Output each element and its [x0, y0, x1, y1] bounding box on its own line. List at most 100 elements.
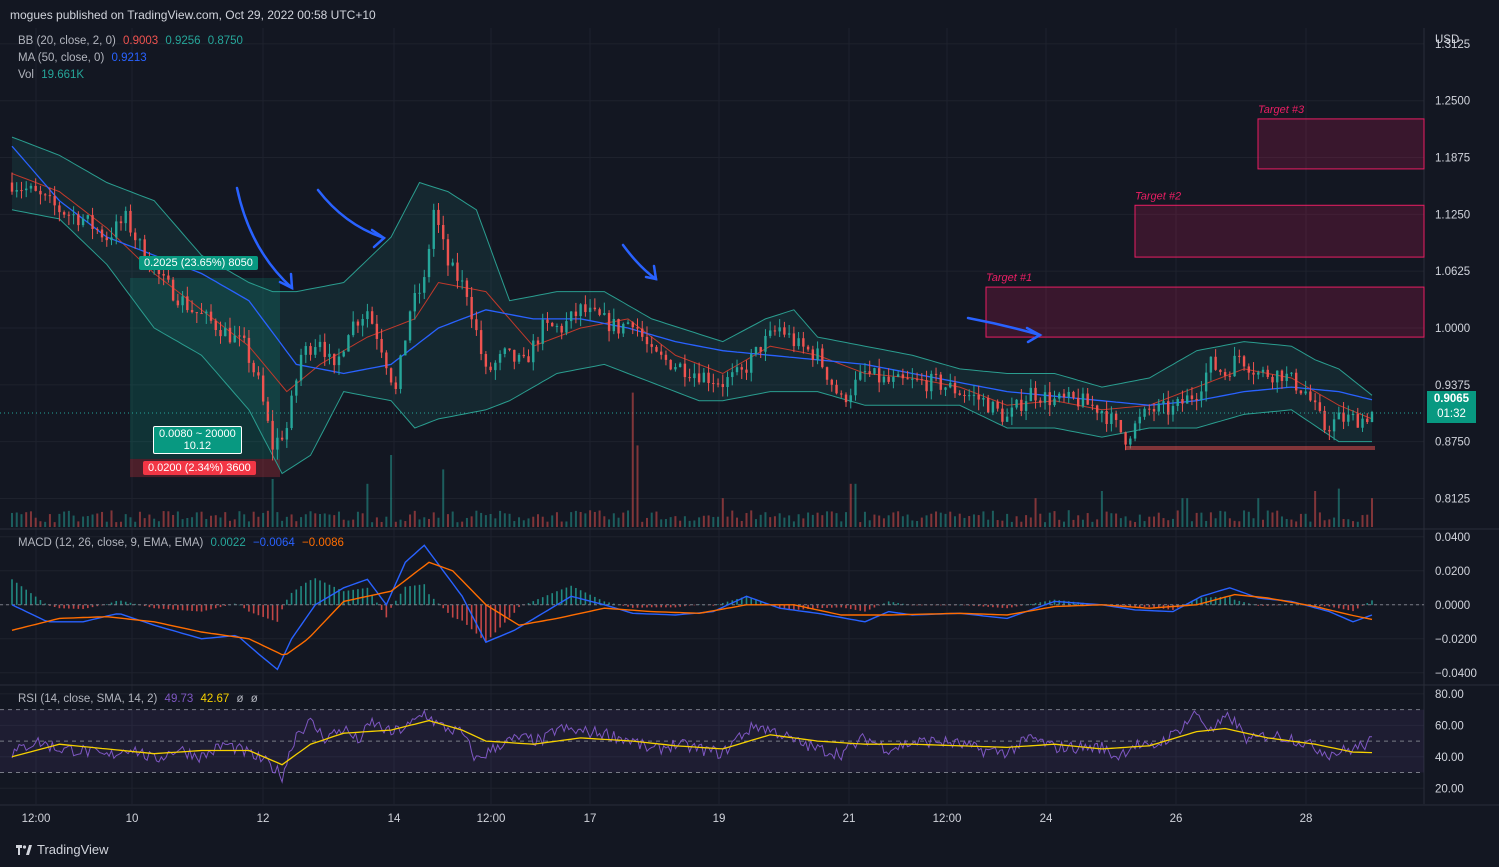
candle: [62, 212, 66, 215]
candle: [465, 280, 469, 297]
candle: [844, 394, 848, 403]
candle: [1285, 373, 1288, 381]
candle: [1010, 407, 1014, 417]
candle: [1190, 395, 1194, 399]
volume-bar: [826, 511, 829, 527]
candle: [1024, 401, 1028, 411]
candle: [257, 372, 260, 376]
volume-bar: [1309, 521, 1312, 527]
volume-bar: [1091, 521, 1094, 527]
macd-hist-bar: [944, 604, 947, 606]
volume-bar: [660, 519, 663, 527]
volume-bar: [214, 515, 217, 527]
macd-hist-bar: [1233, 599, 1236, 605]
volume-bar: [859, 522, 862, 527]
macd-hist-bar: [636, 604, 639, 608]
candle: [475, 319, 478, 331]
candle: [574, 311, 578, 317]
volume-bar: [67, 510, 70, 527]
entry-label[interactable]: 0.0080 ~ 20000 10.12: [153, 426, 242, 454]
volume-bar: [1115, 513, 1118, 527]
candle: [39, 190, 42, 195]
macd-hist-bar: [186, 604, 189, 611]
candle: [1290, 372, 1293, 374]
macd-hist-bar: [854, 604, 857, 610]
volume-bar: [939, 512, 942, 527]
macd-hist-bar: [527, 603, 530, 605]
volume-bar: [423, 517, 426, 527]
macd-legend[interactable]: MACD (12, 26, close, 9, EMA, EMA) 0.0022…: [18, 537, 348, 549]
macd-hist-bar: [238, 604, 241, 606]
annotation-arrowhead: [370, 228, 387, 249]
macd-hist-bar: [726, 601, 729, 605]
macd-hist-bar: [1015, 604, 1018, 607]
candle: [1266, 369, 1269, 377]
volume-bar: [494, 518, 497, 527]
macd-hist-bar: [821, 604, 824, 609]
candle: [958, 393, 961, 395]
candle: [176, 300, 180, 306]
macd-hist-bar: [304, 582, 307, 605]
volume-bar: [361, 513, 364, 527]
candle: [532, 340, 535, 363]
macd-hist-bar: [1011, 604, 1013, 608]
macd-hist-bar: [902, 603, 904, 605]
annotation-arrowhead: [278, 272, 294, 291]
volume-bar: [911, 520, 914, 527]
macd-hist-bar: [110, 602, 113, 605]
candle: [560, 325, 563, 333]
volume-bar: [499, 510, 502, 527]
bb-legend[interactable]: BB (20, close, 2, 0) 0.9003 0.9256 0.875…: [18, 35, 247, 47]
macd-hist-bar: [1200, 597, 1203, 605]
bb-lower-line: [11, 209, 1372, 475]
candle: [527, 356, 530, 363]
volume-bar: [702, 515, 705, 527]
candle: [67, 214, 71, 216]
candle: [972, 394, 976, 396]
candle: [546, 319, 549, 323]
candle: [1233, 355, 1236, 377]
macd-hist-bar: [745, 596, 748, 605]
price-tick-label: 1.2500: [1435, 96, 1470, 108]
volume-bar: [319, 514, 322, 527]
rsi-legend[interactable]: RSI (14, close, SMA, 14, 2) 49.73 42.67 …: [18, 693, 262, 705]
volume-bar: [977, 515, 980, 527]
volume-bar: [276, 512, 279, 527]
candle: [977, 394, 980, 400]
volume-bar: [243, 514, 246, 527]
candle: [314, 347, 317, 355]
candle: [100, 229, 104, 238]
tradingview-logo-icon: [16, 844, 32, 855]
target-zone: [985, 286, 1425, 338]
candle: [285, 428, 289, 440]
ma-legend[interactable]: MA (50, close, 0) 0.9213: [18, 52, 151, 64]
candle: [693, 373, 696, 379]
profit-label[interactable]: 0.2025 (23.65%) 8050: [139, 256, 258, 270]
candle: [949, 382, 952, 388]
volume-bar: [124, 514, 127, 527]
macd-hist-bar: [143, 604, 146, 607]
candle: [1257, 372, 1260, 375]
candle: [882, 376, 886, 383]
vol-legend[interactable]: Vol 19.661K: [18, 69, 88, 81]
volume-bar: [721, 498, 724, 527]
macd-hist-bar: [868, 604, 871, 610]
candle: [1110, 413, 1113, 424]
currency-label: USD: [1435, 34, 1460, 46]
volume-bar: [1209, 512, 1212, 527]
tradingview-brand[interactable]: TradingView: [16, 842, 109, 857]
candle: [266, 401, 270, 421]
macd-hist-bar: [281, 604, 283, 610]
macd-hist-bar: [722, 602, 724, 605]
bb-basis-value: 0.9003: [123, 35, 159, 47]
macd-hist-bar: [570, 585, 572, 605]
volume-bar: [200, 511, 203, 527]
candle: [1148, 408, 1151, 410]
volume-bar: [366, 483, 369, 527]
candle: [821, 348, 824, 368]
loss-label[interactable]: 0.0200 (2.34%) 3600: [143, 461, 256, 475]
volume-bar: [532, 516, 535, 527]
macd-hist-bar: [63, 604, 65, 609]
